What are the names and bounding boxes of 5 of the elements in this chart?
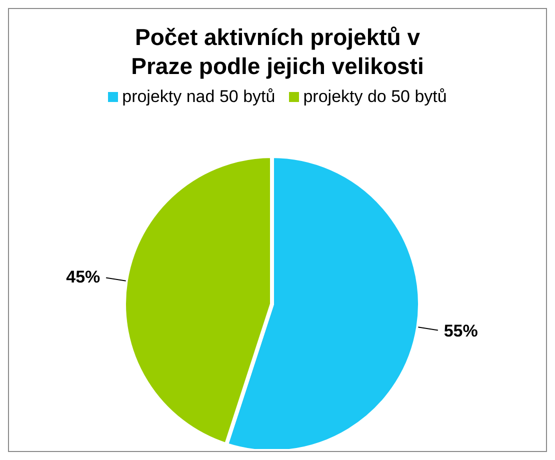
data-label: 45% xyxy=(66,267,100,286)
chart-title: Počet aktivních projektů v Praze podle jejich velikosti xyxy=(130,23,425,81)
legend-label: projekty nad 50 bytů xyxy=(122,87,276,107)
legend-label: projekty do 50 bytů xyxy=(303,87,447,107)
data-label: 55% xyxy=(444,322,478,341)
